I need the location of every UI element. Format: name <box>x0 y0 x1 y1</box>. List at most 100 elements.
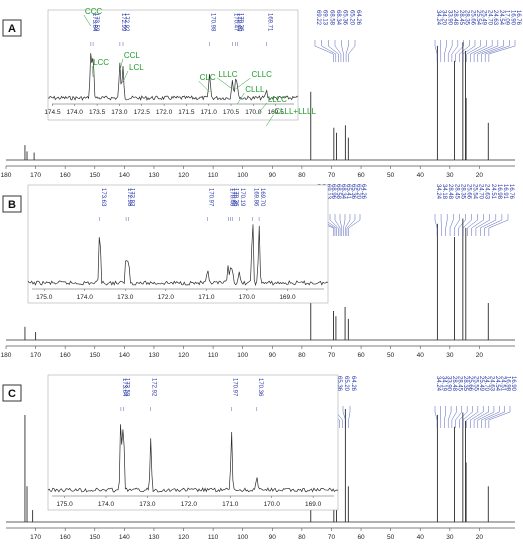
inset-annotation: CLLL <box>245 85 265 94</box>
peak-label: 24.63 <box>484 184 490 200</box>
peak-label: 34.18 <box>441 184 447 200</box>
x-tick-label: 140 <box>119 352 130 359</box>
peak-label: 16.90 <box>510 376 516 392</box>
peak-label: 24.51 <box>490 184 496 200</box>
inset-tick-label: 174.0 <box>77 294 94 301</box>
peak-label-leader <box>488 214 509 236</box>
peak-label-leader <box>462 406 473 428</box>
inset-annotation: CCC <box>85 7 103 16</box>
x-tick-label: 90 <box>269 172 277 179</box>
peak-label: 28.48 <box>452 10 458 26</box>
peak-label-leader <box>445 214 448 236</box>
x-tick-label: 150 <box>89 172 100 179</box>
x-tick-label: 70 <box>328 172 336 179</box>
x-tick-label: 170 <box>30 172 41 179</box>
peak-label-leader <box>339 214 342 236</box>
inset-peak-label: 170.97 <box>232 378 238 397</box>
x-tick-label: 40 <box>417 172 425 179</box>
peak-label-leader <box>462 214 472 236</box>
inset-tick-label: 169.5 <box>268 109 285 116</box>
peak-label-leader <box>459 406 468 428</box>
peak-label-leader <box>488 406 511 428</box>
peak-label-leader <box>484 406 505 428</box>
inset-tick-label: 170.5 <box>223 109 240 116</box>
inset-peak-label: 170.40 <box>236 13 242 32</box>
inset-annotation: CLC <box>200 73 216 82</box>
peak-label: 64.26 <box>350 376 356 392</box>
inset-peak-label: 169.86 <box>253 188 259 207</box>
peak-label: 24.63 <box>489 376 495 392</box>
inset-tick-label: 169.0 <box>279 294 296 301</box>
peak-label: 69.13 <box>322 10 328 26</box>
inset-spectrum <box>47 424 339 493</box>
x-tick-label: 50 <box>387 534 395 541</box>
peak-label-leader <box>348 406 351 428</box>
peak-label-leader <box>328 40 339 62</box>
annotation-leader <box>119 58 124 71</box>
inset-tick-label: 171.5 <box>178 109 195 116</box>
peak-label-leader <box>314 40 334 62</box>
peak-label-leader <box>444 406 446 428</box>
inset-annotation: LLLC <box>268 95 287 104</box>
x-tick-label: 20 <box>476 352 484 359</box>
peak-label-leader <box>477 40 499 62</box>
x-tick-label: 30 <box>446 172 454 179</box>
inset-tick-label: 172.0 <box>158 294 175 301</box>
inset-annotation: CLLL+LLLL <box>274 107 316 116</box>
inset-tick-label: 173.0 <box>139 501 156 508</box>
peak-label-leader <box>484 40 510 62</box>
x-tick-label: 120 <box>178 534 189 541</box>
inset-tick-label: 170.0 <box>245 109 262 116</box>
peak-label: 25.49 <box>478 376 484 392</box>
peak-label-leader <box>473 40 493 62</box>
inset-peak-label: 172.98 <box>126 188 132 207</box>
peak-label-leader <box>444 40 447 62</box>
peak-label: 25.49 <box>481 10 487 26</box>
peak-label: 28.35 <box>464 10 470 26</box>
peak-label: 65.41 <box>345 184 351 200</box>
peak-label-leader <box>334 40 342 62</box>
inset-peak-label: 173.64 <box>121 378 127 397</box>
peak-label-leader <box>466 40 481 62</box>
inset-annotation: CCL <box>124 51 141 60</box>
inset-annotation: LLLC <box>218 70 237 79</box>
x-tick-label: 110 <box>208 534 219 541</box>
peak-label: 16.91 <box>502 184 508 200</box>
peak-label-leader <box>475 214 490 236</box>
peak-label: 28.45 <box>456 376 462 392</box>
peak-label: 68.96 <box>330 184 336 200</box>
peak-label-leader <box>434 214 438 236</box>
annotation-leader <box>237 92 245 105</box>
peak-label: 68.58 <box>335 184 341 200</box>
annotation-leader <box>91 65 94 78</box>
inset-peak-label: 173.64 <box>91 13 97 32</box>
peak-label: 34.24 <box>435 376 441 392</box>
x-tick-label: 130 <box>149 352 160 359</box>
peak-label-leader <box>434 40 438 62</box>
peak-label: 25.66 <box>469 10 475 26</box>
x-tick-label: 80 <box>298 172 306 179</box>
x-tick-label: 80 <box>298 352 306 359</box>
peak-label: 25.55 <box>473 376 479 392</box>
x-tick-label: 150 <box>89 534 100 541</box>
peak-label-leader <box>348 40 356 62</box>
x-tick-label: 100 <box>237 534 248 541</box>
x-tick-label: 90 <box>269 352 277 359</box>
inset-peak-label: 172.92 <box>129 188 135 207</box>
x-tick-label: 150 <box>89 352 100 359</box>
inset-tick-label: 170.0 <box>239 294 256 301</box>
peak-label-leader <box>451 40 459 62</box>
inset-tick-label: 173.0 <box>117 294 134 301</box>
peak-label: 24.70 <box>478 184 484 200</box>
peak-label-leader <box>329 214 339 236</box>
peak-label: 33.90 <box>446 376 452 392</box>
annotation-leader <box>198 80 210 93</box>
peak-label-leader <box>458 214 466 236</box>
peak-label: 33.90 <box>446 10 452 26</box>
annotation-leader <box>83 14 92 27</box>
inset-tick-label: 172.0 <box>181 501 198 508</box>
x-tick-label: 70 <box>328 352 336 359</box>
peak-label-leader <box>470 406 484 428</box>
peak-label: 25.66 <box>465 184 471 200</box>
